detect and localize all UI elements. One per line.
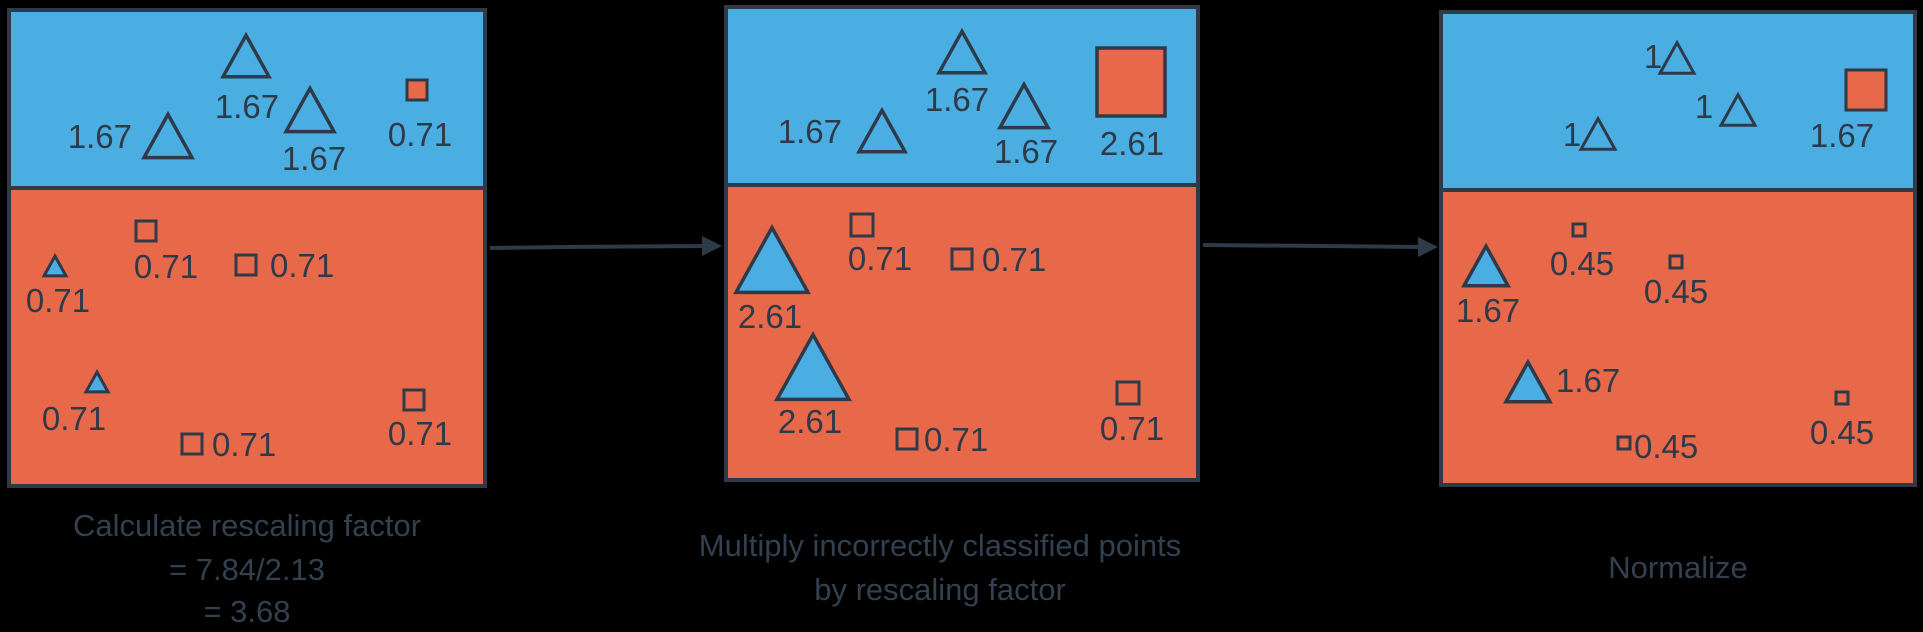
panel-1-point-5-triangle-icon <box>41 253 69 278</box>
panel-3-bottom-region <box>1441 190 1915 485</box>
panel-2-point-10-square-icon <box>1115 380 1141 406</box>
panel-3-top-region <box>1441 12 1915 190</box>
panel-2-border <box>724 5 1200 482</box>
panel-1-point-10-weight-label: 0.71 <box>388 415 452 452</box>
panel-1-point-6-square-icon <box>134 219 158 243</box>
panel-2-point-4-square-icon <box>1095 46 1167 118</box>
panel-2-point-6-weight-label: 0.71 <box>848 240 912 277</box>
panel-3-point-8-triangle-icon <box>1503 358 1553 404</box>
panel-1-point-4-square-icon <box>405 78 429 102</box>
panel-1-caption: Calculate rescaling factor = 7.84/2.13 =… <box>73 508 421 629</box>
panel-1-points: 1.671.671.670.710.710.71 0.710.710.71 0.71 <box>26 31 452 463</box>
panel-2-point-8-weight-label: 2.61 <box>778 403 842 440</box>
panel-1-point-1-weight-label: 1.67 <box>68 118 132 155</box>
panel-2-point-9-square-icon <box>895 427 919 451</box>
panel-1-point-2-triangle-icon <box>220 31 272 79</box>
panel-3-point-4-weight-label: 1.67 <box>1810 117 1874 154</box>
panel-2-point-7-weight-label: 0.71 <box>982 241 1046 278</box>
panel-1-point-8-triangle-icon <box>83 369 111 394</box>
panel-2-bottom-region <box>726 185 1198 480</box>
panel-2-point-2-triangle-icon <box>936 27 988 75</box>
panel-2-caption-line-1: Multiply incorrectly classified points <box>699 528 1181 563</box>
panel-2: 1.671.671.67 2.612.610.71 0.712.61 0.71 0.71… <box>699 5 1200 607</box>
panel-3-point-7-square-icon <box>1668 254 1684 270</box>
panel-1-point-9-weight-label: 0.71 <box>212 426 276 463</box>
panel-2-point-3-weight-label: 1.67 <box>994 133 1058 170</box>
panel-3-point-9-weight-label: 0.45 <box>1634 428 1698 465</box>
panel-2-point-2-weight-label: 1.67 <box>925 81 989 118</box>
panel-1: 1.671.671.670.710.710.71 0.710.710.71 0.71… <box>7 8 487 629</box>
panel-1-point-6-weight-label: 0.71 <box>134 248 198 285</box>
panel-1-caption-line-2: = 7.84/2.13 <box>169 552 325 587</box>
panel-1-point-9-square-icon <box>180 432 204 456</box>
panel-2-point-9-weight-label: 0.71 <box>924 421 988 458</box>
panel-3-border <box>1439 10 1917 487</box>
panel-3: 111 1.671.670.450.451.670.45 0.45 Normaliz… <box>1439 10 1917 585</box>
panel-1-point-5-weight-label: 0.71 <box>26 282 90 319</box>
panel-3-point-8-weight-label: 1.67 <box>1556 362 1620 399</box>
panel-1-bottom-region <box>9 188 485 486</box>
panel-3-point-10-square-icon <box>1834 390 1850 406</box>
panel-3-point-1-triangle-icon <box>1657 39 1697 75</box>
panel-1-border <box>7 8 487 488</box>
panel-2-caption-line-2: by rescaling factor <box>814 572 1066 607</box>
panel-3-point-4-square-icon <box>1844 68 1888 112</box>
panel-2-caption: Multiply incorrectly classified points b… <box>699 528 1181 607</box>
panel-2-point-5-triangle-icon <box>733 223 811 295</box>
panel-3-point-2-weight-label: 1 <box>1695 88 1713 125</box>
arrow-1 <box>489 236 722 256</box>
panel-3-point-6-square-icon <box>1571 222 1587 238</box>
panel-3-point-3-triangle-icon <box>1578 115 1618 151</box>
panel-1-point-3-weight-label: 1.67 <box>282 140 346 177</box>
panel-3-point-1-weight-label: 1 <box>1644 38 1662 75</box>
panel-3-point-5-triangle-icon <box>1461 242 1511 288</box>
panel-3-point-2-triangle-icon <box>1718 91 1758 127</box>
panel-1-point-3-triangle-icon <box>283 84 337 134</box>
panel-2-point-7-square-icon <box>950 247 974 271</box>
panel-1-point-4-weight-label: 0.71 <box>388 116 452 153</box>
panel-3-points: 111 1.671.670.450.451.670.45 0.45 <box>1456 38 1888 465</box>
panel-3-caption: Normalize <box>1608 550 1748 585</box>
panel-2-point-6-square-icon <box>849 212 875 238</box>
panel-1-caption-line-3: = 3.68 <box>203 594 290 629</box>
panel-3-caption-line-1: Normalize <box>1608 550 1748 585</box>
panel-2-point-4-weight-label: 2.61 <box>1100 125 1164 162</box>
panel-3-point-6-weight-label: 0.45 <box>1550 245 1614 282</box>
panel-1-point-10-square-icon <box>402 388 426 412</box>
arrow-2 <box>1202 237 1438 257</box>
panel-3-point-5-weight-label: 1.67 <box>1456 292 1520 329</box>
panel-2-point-1-weight-label: 1.67 <box>778 113 842 150</box>
panel-3-point-10-weight-label: 0.45 <box>1810 414 1874 451</box>
panel-2-point-3-triangle-icon <box>997 80 1051 130</box>
panel-3-point-3-weight-label: 1 <box>1563 116 1581 153</box>
panel-2-point-5-weight-label: 2.61 <box>738 298 802 335</box>
panel-2-points: 1.671.671.67 2.612.610.71 0.712.61 0.71 0.71 <box>733 27 1167 458</box>
panel-1-point-7-square-icon <box>234 253 258 277</box>
panel-2-point-8-triangle-icon <box>774 330 852 402</box>
panel-3-point-7-weight-label: 0.45 <box>1644 273 1708 310</box>
panel-2-point-10-weight-label: 0.71 <box>1100 410 1164 447</box>
panel-3-point-9-square-icon <box>1616 435 1632 451</box>
panel-1-point-1-triangle-icon <box>141 110 195 160</box>
panel-1-caption-line-1: Calculate rescaling factor <box>73 508 421 543</box>
panel-2-point-1-triangle-icon <box>856 106 908 154</box>
panel-1-point-8-weight-label: 0.71 <box>42 400 106 437</box>
panel-1-point-2-weight-label: 1.67 <box>215 88 279 125</box>
panel-1-point-7-weight-label: 0.71 <box>270 247 334 284</box>
